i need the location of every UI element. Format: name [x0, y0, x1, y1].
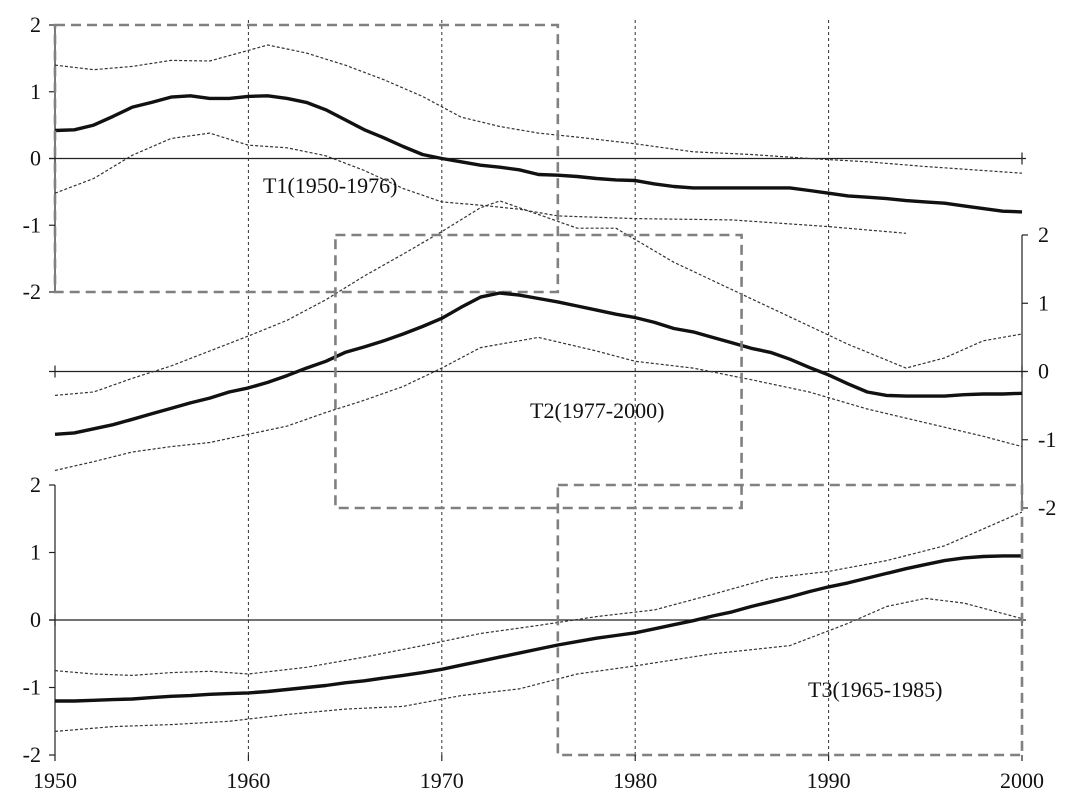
bottom-window-label: T3(1965-1985) [808, 677, 942, 702]
bottom-upper-line [54, 511, 1023, 677]
middle-y-tick-label-4: -2 [1038, 495, 1056, 520]
top-y-tick-label-3: -1 [23, 212, 41, 237]
x-axis: 1950 1960 1970 1980 1990 2000 [33, 755, 1044, 793]
bottom-estimate-line [55, 554, 1022, 703]
middle-window-box [334, 233, 743, 510]
bottom-y-tick-label-0: 2 [30, 472, 41, 497]
top-lower-line [54, 132, 907, 234]
panel-bottom: 2 1 0 -1 -2 T3(1965-1985) [23, 472, 1026, 767]
middle-window-label: T2(1977-2000) [530, 398, 664, 423]
panel-top: 2 1 0 -1 -2 T1(1950-1976) [23, 12, 1026, 304]
middle-y-tick-label-1: 1 [1038, 290, 1049, 315]
middle-upper-line [54, 200, 1023, 396]
middle-y-tick-label-2: 0 [1038, 359, 1049, 384]
bottom-y-tick-label-4: -2 [23, 742, 41, 767]
bottom-window-box [556, 483, 1024, 757]
top-estimate-line [54, 94, 1023, 214]
middle-estimate-line [54, 291, 1023, 436]
x-tick-label-1980: 1980 [613, 768, 657, 793]
x-tick-label-1960: 1960 [226, 768, 270, 793]
top-y-tick-label-4: -2 [23, 279, 41, 304]
middle-y-tick-label-3: -1 [1038, 427, 1056, 452]
top-window-label: T1(1950-1976) [263, 173, 397, 198]
middle-y-tick-label-0: 2 [1038, 222, 1049, 247]
x-tick-label-1950: 1950 [33, 768, 77, 793]
x-tick-label-2000: 2000 [1000, 768, 1044, 793]
bottom-lower-line [54, 597, 1023, 732]
top-y-tick-label-1: 1 [30, 79, 41, 104]
x-tick-label-1970: 1970 [420, 768, 464, 793]
x-tick-label-1990: 1990 [807, 768, 851, 793]
bottom-y-tick-label-1: 1 [30, 540, 41, 565]
top-y-tick-label-2: 0 [30, 146, 41, 171]
top-upper-line [54, 44, 1023, 174]
middle-lower-line [54, 336, 1023, 472]
panel-middle: 2 1 0 -1 -2 T2(1977-2000) [49, 200, 1056, 520]
top-y-tick-label-0: 2 [30, 12, 41, 37]
bottom-y-tick-label-2: 0 [30, 607, 41, 632]
bottom-y-tick-label-3: -1 [23, 675, 41, 700]
